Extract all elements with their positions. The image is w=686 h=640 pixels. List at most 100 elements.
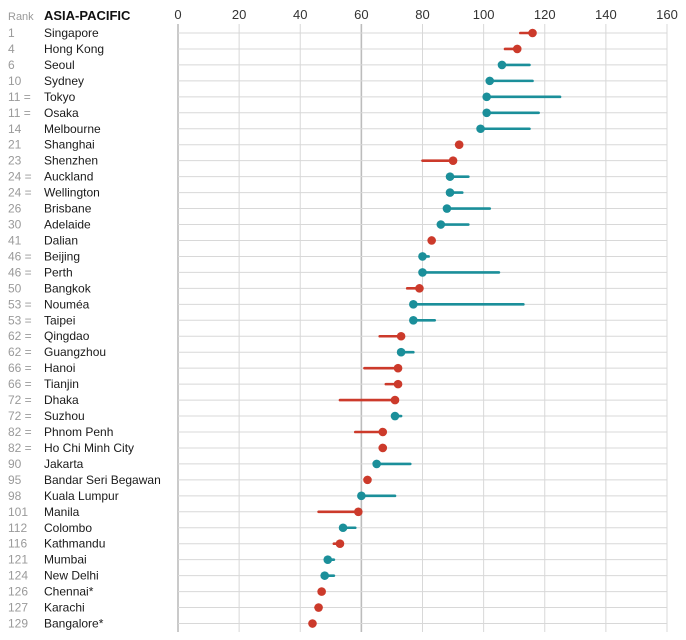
- city-label: Taipei: [44, 313, 75, 327]
- chart-rows: 1 Singapore 4 Hong Kong 6 Seoul 10 Sydney 11 = To…: [8, 26, 667, 631]
- x-tick-label: 80: [415, 7, 429, 22]
- rank-label: 66 =: [8, 377, 32, 391]
- score-dot: [445, 172, 455, 181]
- score-dot: [396, 331, 406, 341]
- city-label: Jakarta: [44, 457, 84, 471]
- city-row: 14 Melbourne: [8, 122, 667, 136]
- city-label: Singapore: [44, 26, 99, 40]
- city-row: 10 Sydney: [8, 74, 667, 88]
- score-dot: [323, 555, 333, 564]
- rank-label: 46 =: [8, 249, 32, 263]
- city-row: 98 Kuala Lumpur: [8, 489, 667, 503]
- city-label: Qingdao: [44, 329, 90, 343]
- city-row: 101 Manila: [8, 505, 667, 519]
- city-row: 24 = Auckland: [8, 170, 667, 184]
- rank-label: 95: [8, 473, 22, 487]
- score-dot: [442, 204, 452, 213]
- score-dot: [485, 76, 495, 86]
- city-row: 66 = Hanoi: [8, 361, 667, 375]
- x-tick-label: 20: [232, 7, 246, 22]
- rank-label: 129: [8, 617, 28, 631]
- city-label: Seoul: [44, 58, 75, 72]
- rank-label: 14: [8, 122, 22, 136]
- city-label: Hong Kong: [44, 42, 104, 56]
- score-dot: [528, 28, 537, 38]
- rank-label: 66 =: [8, 361, 32, 375]
- x-tick-label: 40: [293, 7, 307, 22]
- city-row: 116 Kathmandu: [8, 537, 667, 551]
- city-label: Melbourne: [44, 122, 101, 136]
- city-label: Beijing: [44, 249, 80, 263]
- score-dot: [409, 315, 418, 325]
- rank-label: 116: [8, 537, 27, 551]
- city-label: Manila: [44, 505, 80, 519]
- city-label: Brisbane: [44, 202, 92, 216]
- score-dot: [335, 539, 345, 549]
- city-label: New Delhi: [44, 569, 99, 583]
- city-label: Phnom Penh: [44, 425, 113, 439]
- score-dot: [482, 92, 491, 102]
- city-label: Shenzhen: [44, 154, 98, 168]
- score-dot: [393, 363, 403, 373]
- score-dot: [482, 108, 491, 118]
- city-row: 66 = Tianjin: [8, 377, 667, 391]
- x-tick-label: 120: [534, 7, 556, 22]
- score-dot: [476, 124, 485, 134]
- city-label: Shanghai: [44, 138, 95, 152]
- score-dot: [409, 300, 418, 309]
- city-row: 30 Adelaide: [8, 218, 667, 232]
- x-tick-label: 160: [656, 7, 678, 22]
- city-row: 95 Bandar Seri Begawan: [8, 473, 667, 487]
- score-dot: [512, 44, 522, 54]
- city-label: Mumbai: [44, 553, 87, 567]
- city-row: 62 = Qingdao: [8, 329, 667, 343]
- rank-label: 82 =: [8, 425, 32, 439]
- score-dot: [363, 475, 372, 485]
- rank-column-header: Rank: [8, 11, 34, 23]
- score-dot: [415, 284, 424, 293]
- rank-label: 121: [8, 553, 28, 567]
- rank-label: 30: [8, 218, 22, 232]
- city-label: Wellington: [44, 186, 100, 200]
- city-row: 124 New Delhi: [8, 569, 667, 583]
- city-row: 82 = Phnom Penh: [8, 425, 667, 439]
- city-row: 21 Shanghai: [8, 138, 667, 152]
- score-dot: [372, 459, 381, 469]
- score-dot: [357, 491, 366, 501]
- city-row: 24 = Wellington: [8, 186, 667, 200]
- city-row: 126 Chennai*: [8, 585, 667, 599]
- city-label: Tianjin: [44, 377, 79, 391]
- region-title: ASIA-PACIFIC: [44, 8, 131, 23]
- rank-label: 72 =: [8, 393, 32, 407]
- rank-label: 127: [8, 601, 28, 615]
- score-dot: [308, 619, 317, 628]
- score-dot: [390, 411, 400, 421]
- city-row: 53 = Taipei: [8, 313, 667, 327]
- rank-label: 26: [8, 202, 22, 216]
- city-row: 53 = Nouméa: [8, 297, 667, 311]
- city-label: Perth: [44, 265, 73, 279]
- city-row: 90 Jakarta: [8, 457, 667, 471]
- rank-label: 21: [8, 138, 22, 152]
- score-dot: [445, 188, 455, 197]
- rank-label: 62 =: [8, 329, 32, 343]
- x-tick-label: 140: [595, 7, 617, 22]
- rank-label: 11 =: [8, 106, 31, 120]
- city-label: Tokyo: [44, 90, 76, 104]
- rank-label: 82 =: [8, 441, 32, 455]
- city-label: Nouméa: [44, 297, 90, 311]
- score-dot: [436, 220, 446, 229]
- city-label: Dalian: [44, 233, 78, 247]
- score-dot: [320, 571, 330, 580]
- rank-label: 126: [8, 585, 28, 599]
- score-dot: [497, 60, 507, 70]
- city-row: 62 = Guangzhou: [8, 345, 667, 359]
- x-tick-label: 100: [473, 7, 495, 22]
- rank-label: 11 =: [8, 90, 31, 104]
- city-row: 4 Hong Kong: [8, 42, 667, 56]
- city-label: Dhaka: [44, 393, 79, 407]
- score-dot: [354, 507, 363, 517]
- score-dot: [418, 268, 427, 277]
- city-row: 121 Mumbai: [8, 553, 667, 567]
